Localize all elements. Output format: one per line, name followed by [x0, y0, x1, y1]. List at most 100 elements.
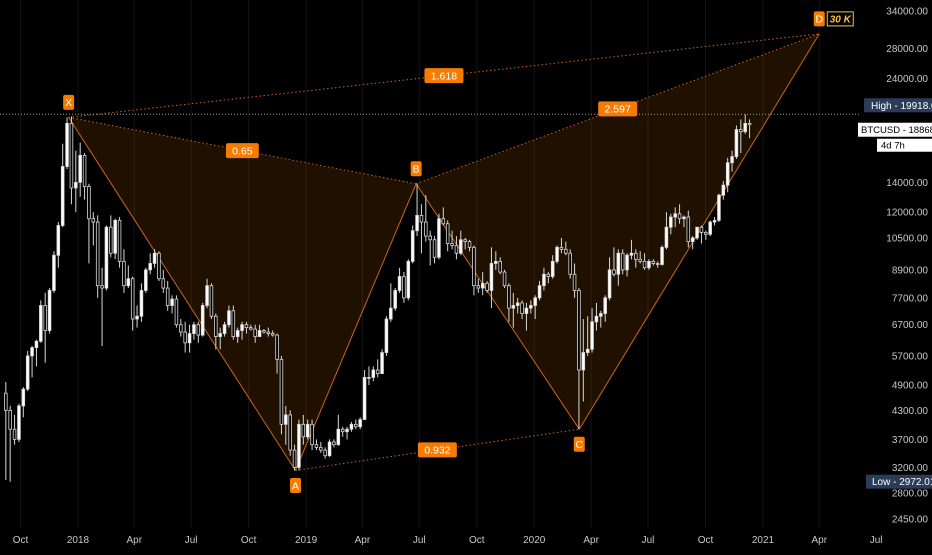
target-label: 30 K: [826, 11, 854, 27]
time-axis-bg: [0, 528, 860, 550]
candle: [380, 349, 384, 375]
candle-body: [305, 423, 310, 438]
candle: [686, 210, 691, 248]
candle: [340, 426, 345, 437]
candle: [529, 300, 533, 314]
candle-body: [673, 213, 677, 218]
candle: [717, 193, 721, 223]
candle: [454, 236, 459, 260]
candle: [253, 324, 257, 343]
candle: [240, 321, 244, 340]
candle-body: [612, 269, 616, 275]
candle-body: [695, 226, 699, 239]
candle: [480, 272, 485, 296]
candle-body: [187, 333, 192, 344]
candle: [354, 419, 358, 430]
candle-body: [450, 243, 454, 246]
candle: [721, 180, 726, 200]
candle-body: [393, 290, 397, 309]
candle-body: [717, 194, 721, 221]
price-tick-label: 3700.00: [892, 435, 929, 446]
pattern-point-a: A: [290, 477, 301, 493]
candle: [476, 278, 481, 293]
time-tick-label: 2020: [523, 535, 546, 546]
candle: [218, 327, 222, 350]
candle-body: [21, 388, 26, 407]
candle: [349, 421, 354, 432]
low-tag: Low - 2972.01: [866, 474, 932, 489]
candle: [39, 300, 43, 343]
candle: [485, 281, 489, 293]
candle-body: [165, 287, 170, 306]
ratio-label-xd-text: 1.618: [431, 70, 457, 82]
candle-body: [432, 239, 437, 258]
candle-body: [262, 330, 266, 333]
candle: [410, 225, 415, 264]
candle-body: [537, 285, 542, 299]
candle-body: [699, 226, 704, 233]
candle-body: [664, 226, 669, 248]
candle-body: [319, 446, 323, 451]
candle-body: [240, 324, 244, 331]
candle: [415, 183, 419, 237]
candle: [704, 230, 708, 240]
candle: [524, 302, 529, 331]
candle: [262, 329, 266, 334]
candle-body: [463, 239, 467, 243]
candle-body: [100, 285, 104, 289]
time-tick-label: Jul: [185, 535, 198, 546]
candle-body: [406, 260, 411, 299]
candle: [463, 237, 467, 250]
price-tick-label: 5700.00: [892, 351, 929, 362]
ratio-label-bd-text: 2.597: [605, 104, 631, 116]
candle: [270, 330, 275, 337]
countdown-box: [877, 138, 932, 152]
candle-body: [157, 252, 161, 280]
price-tick-label: 4300.00: [892, 406, 929, 417]
candle-body: [288, 414, 292, 451]
candle-body: [686, 216, 691, 243]
candle: [747, 119, 752, 139]
candle: [113, 218, 117, 260]
candle-body: [550, 260, 555, 277]
candle: [60, 143, 65, 228]
candle: [550, 255, 555, 279]
ratio-label-xd-box: [424, 68, 464, 84]
candle: [100, 267, 104, 347]
ratio-label-ac-text: 0.932: [424, 445, 450, 457]
candle: [511, 292, 516, 328]
candle-body: [122, 260, 126, 287]
candle-body: [69, 122, 74, 189]
candle-body: [327, 441, 332, 457]
candle-body: [511, 305, 516, 309]
candle: [393, 288, 397, 311]
candle-body: [533, 297, 537, 306]
candle: [297, 419, 301, 471]
candle: [599, 310, 603, 328]
candle-body: [183, 331, 187, 344]
candle: [651, 259, 656, 266]
candle: [192, 321, 196, 340]
candle: [205, 278, 209, 309]
candle: [494, 251, 498, 270]
candle-body: [301, 423, 306, 438]
candle-body: [603, 297, 607, 314]
pattern-leg-cd: [578, 33, 820, 430]
candle-body: [507, 285, 511, 309]
candle: [581, 319, 586, 402]
candle-body: [437, 218, 441, 258]
time-tick-label: Oct: [241, 535, 257, 546]
candle-body: [367, 377, 371, 379]
candle: [695, 226, 699, 240]
candle-body: [95, 221, 100, 287]
candle-body: [747, 122, 752, 126]
candle-body: [310, 423, 314, 446]
candle-body: [87, 186, 91, 220]
candle-body: [424, 221, 428, 237]
candle: [358, 417, 362, 430]
time-tick-label: Jul: [642, 535, 655, 546]
candle: [537, 281, 542, 301]
candle: [432, 236, 437, 264]
candle-body: [581, 352, 586, 371]
candle-body: [8, 409, 12, 430]
